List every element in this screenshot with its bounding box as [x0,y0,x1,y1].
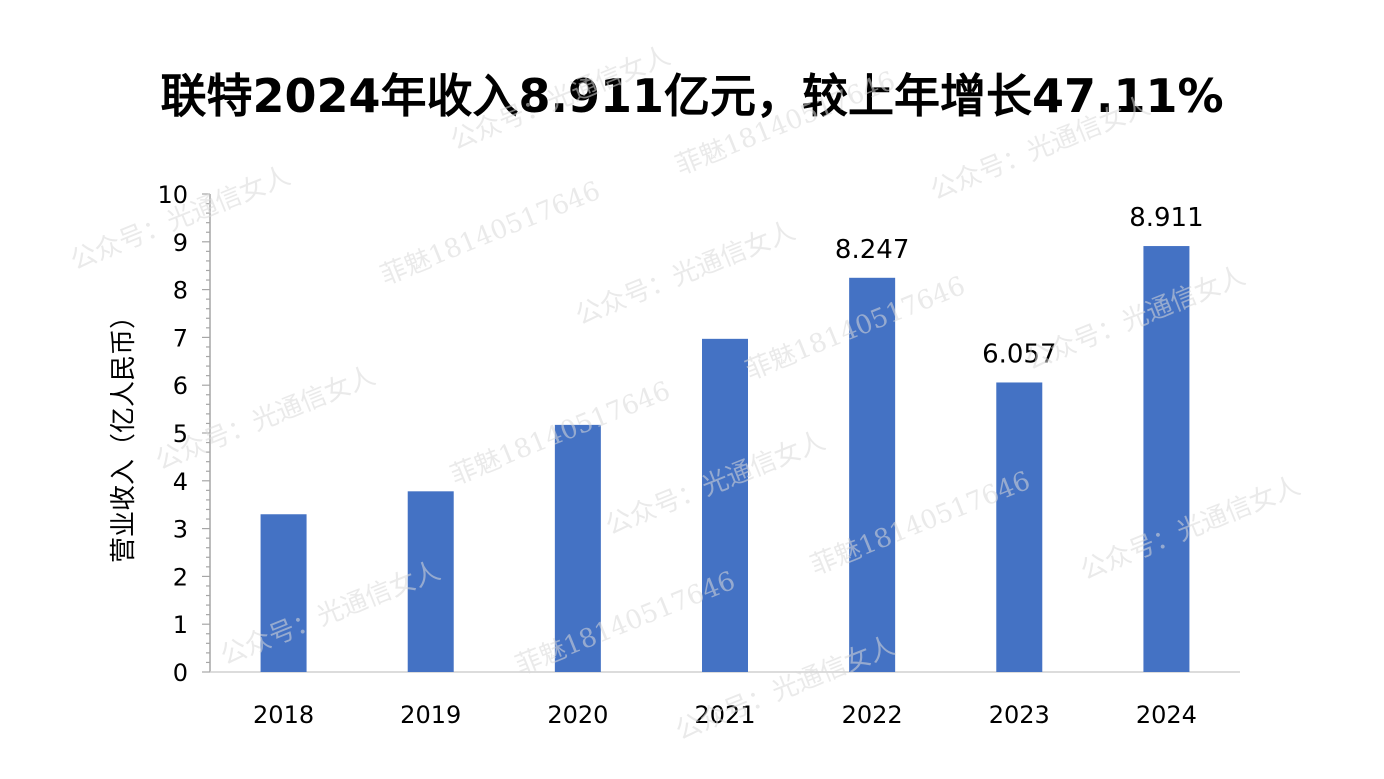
y-tick-label: 2 [173,563,188,591]
y-tick-label: 8 [173,277,188,305]
y-tick-label: 0 [173,659,188,687]
watermark-text: 公众号：光通信女人 [1021,261,1249,376]
bar-2022 [849,277,896,672]
bar-2020 [554,424,601,672]
x-tick-label: 2018 [253,701,314,729]
watermark-text: 菲魅18140517646 [671,66,899,181]
x-tick-label: 2024 [1136,701,1197,729]
bar-2024 [1143,246,1190,672]
y-tick-label: 1 [173,611,188,639]
watermark-text: 公众号：光通信女人 [446,41,674,156]
y-tick-label: 9 [173,229,188,257]
y-tick-label: 6 [173,372,188,400]
y-tick-label: 3 [173,516,188,544]
bar-2019 [407,491,454,672]
data-label-2022: 8.247 [835,235,909,265]
x-tick-label: 2022 [842,701,903,729]
x-tick-label: 2020 [547,701,608,729]
plot-area: 0 1 2 3 4 5 6 7 8 9 10 营业收入（亿人民币） 2018 2019 2020 2021 20… [109,181,1240,729]
bar-2021 [702,338,748,672]
watermark-text: 公众号：光通信女人 [926,91,1154,206]
bar-2018 [260,514,307,672]
x-tick-label: 2023 [989,701,1050,729]
data-label-2024: 8.911 [1129,203,1203,233]
x-tick-label: 2019 [400,701,461,729]
y-tick-label: 7 [173,324,188,352]
x-tick-label: 2021 [694,701,755,729]
watermark-text: 公众号：光通信女人 [571,216,799,331]
bar-2023 [996,382,1043,672]
y-tick-label: 4 [173,468,188,496]
chart-title: 联特2024年收入8.911亿元，较上年增长47.11% [160,69,1224,123]
data-label-2023: 6.057 [982,339,1056,369]
watermark-text: 公众号：光通信女人 [66,161,294,276]
y-tick-label: 10 [157,181,188,209]
watermark-text: 公众号：光通信女人 [1076,471,1304,586]
y-axis-title: 营业收入（亿人民币） [109,303,139,563]
y-tick-label: 5 [173,420,188,448]
watermark-text: 菲魅18140517646 [376,176,604,291]
